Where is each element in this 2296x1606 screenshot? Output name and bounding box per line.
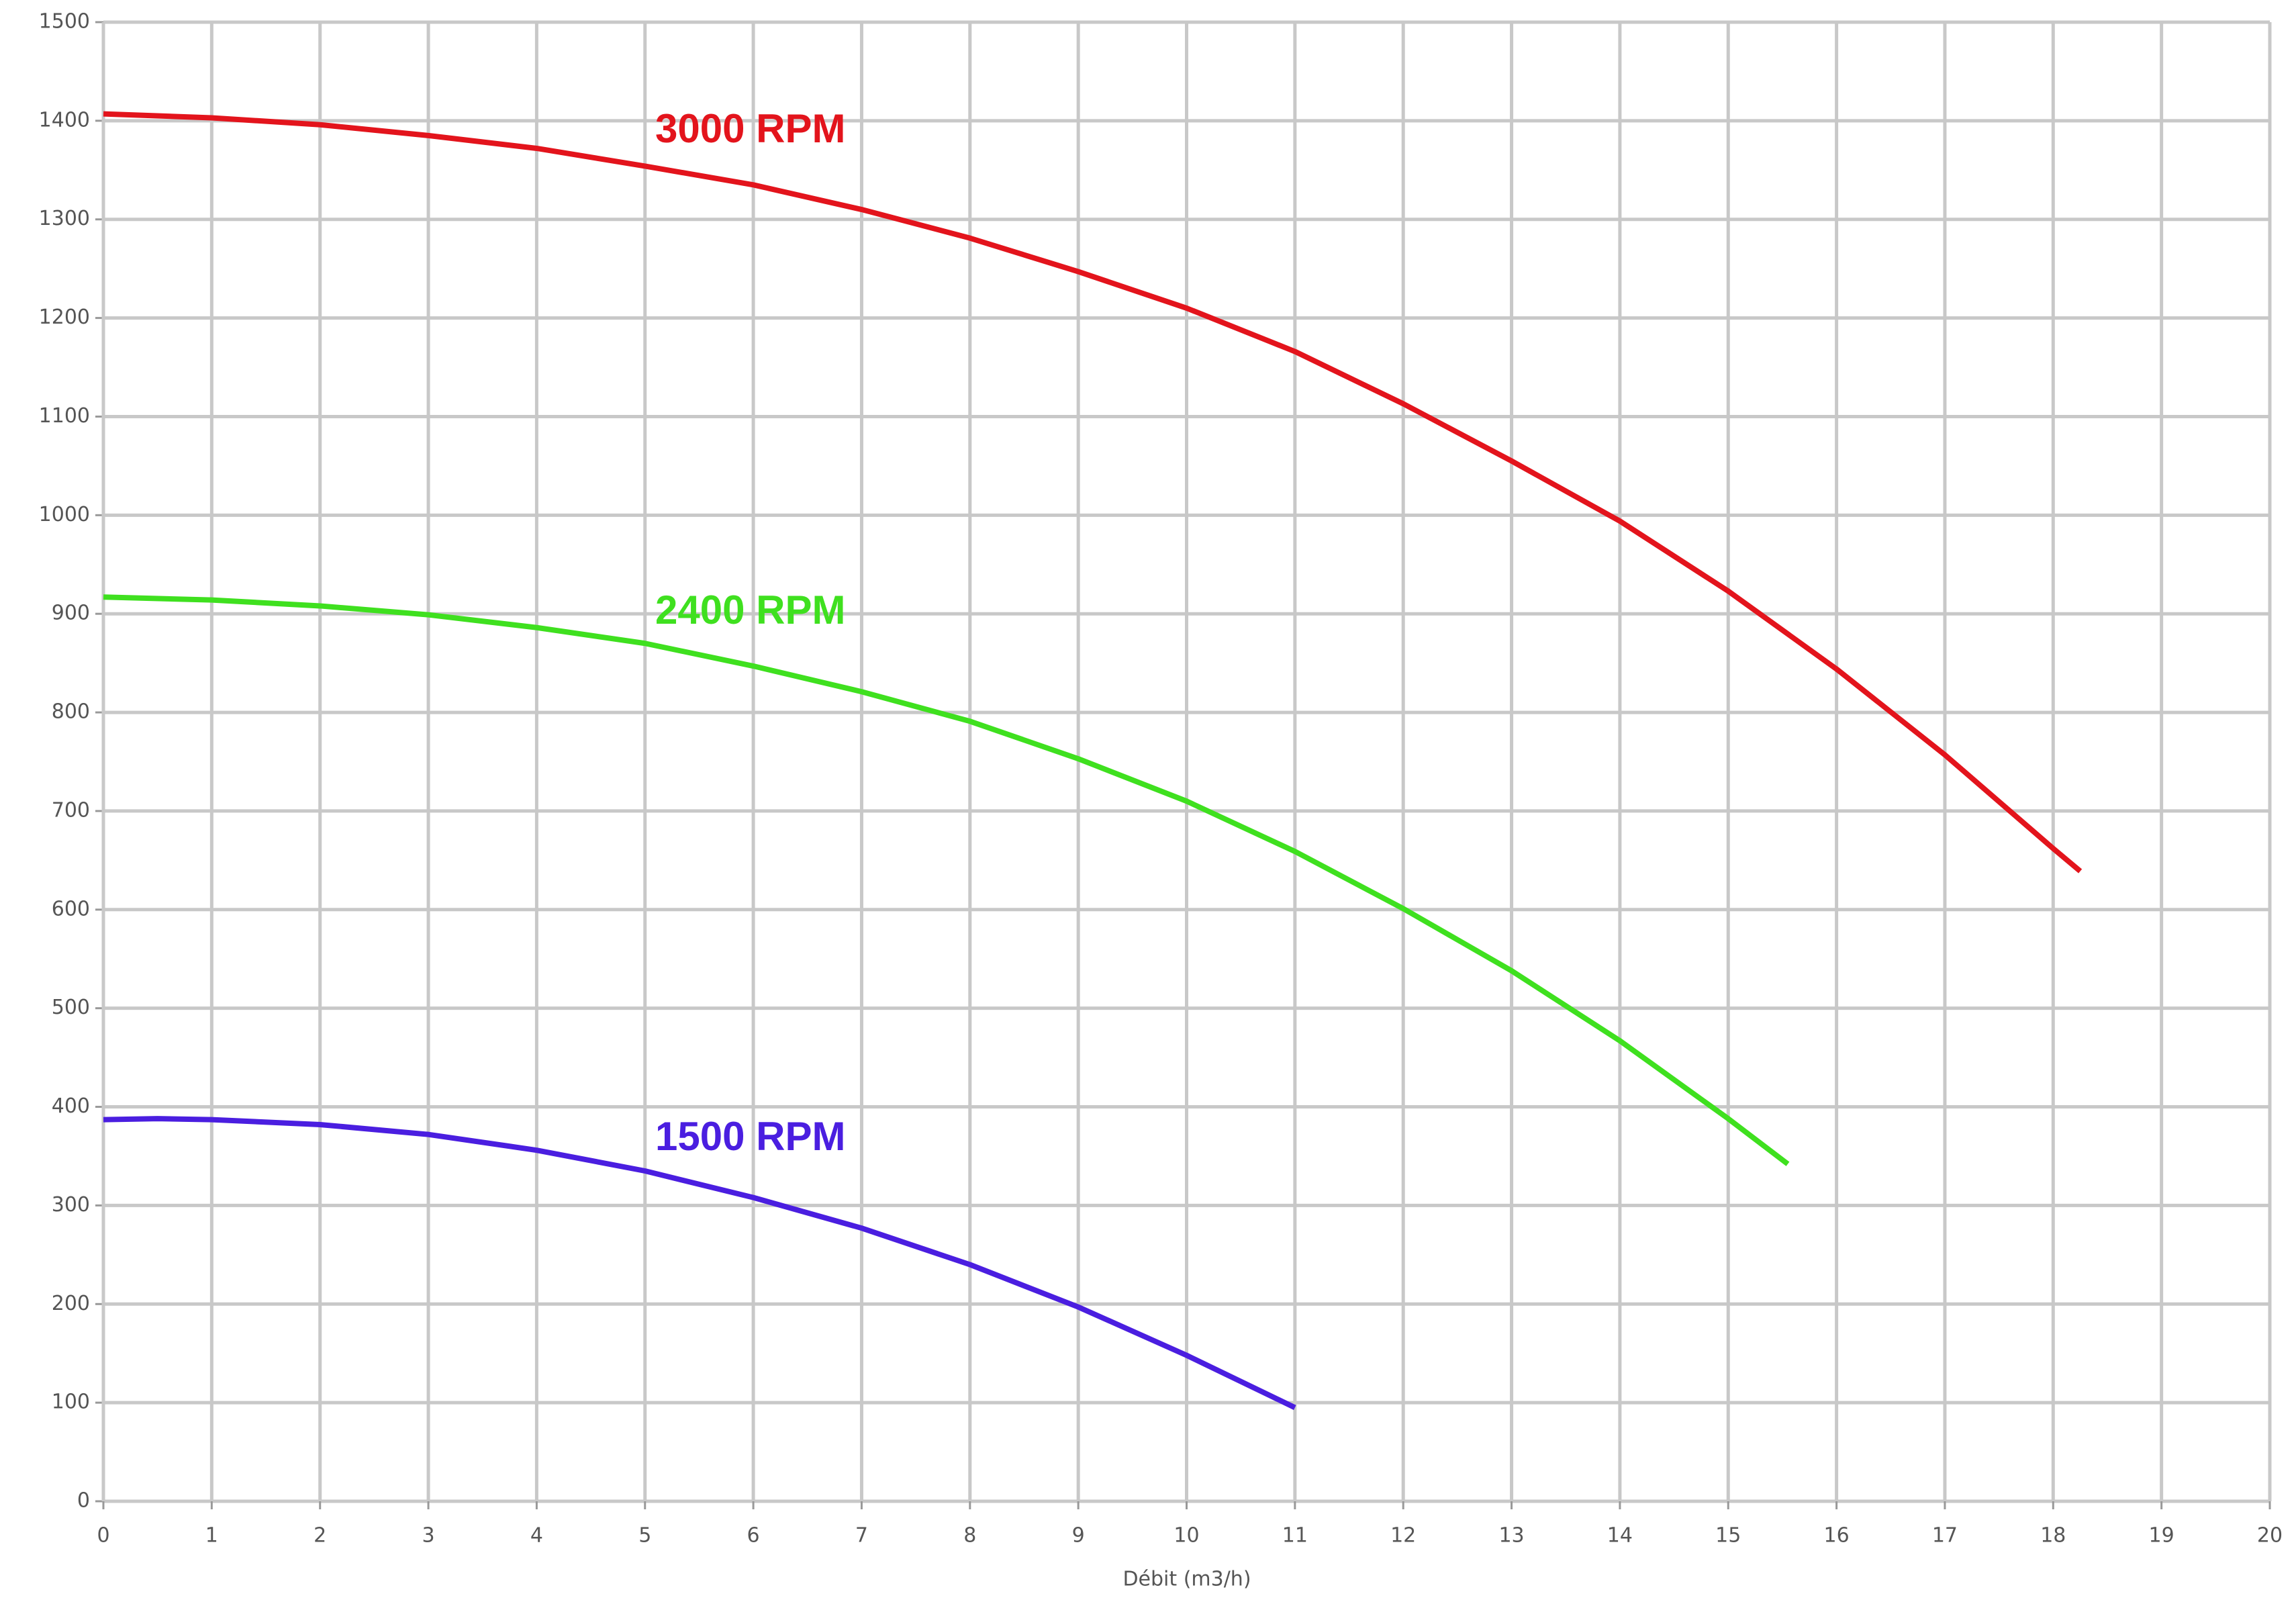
y-tick-label: 300	[52, 1193, 90, 1217]
x-tick-label: 20	[2257, 1524, 2283, 1548]
x-tick-label: 13	[1498, 1524, 1524, 1548]
y-tick-label: 400	[52, 1094, 90, 1118]
y-tick-label: 600	[52, 897, 90, 920]
y-tick-label: 1200	[39, 305, 90, 329]
x-tick-label: 5	[638, 1524, 651, 1548]
series-label: 2400 RPM	[655, 587, 845, 632]
x-tick-label: 0	[97, 1524, 109, 1548]
x-tick-label: 14	[1607, 1524, 1633, 1548]
y-tick-label: 1100	[39, 404, 90, 428]
x-tick-label: 9	[1072, 1524, 1085, 1548]
series-label: 1500 RPM	[655, 1114, 845, 1159]
curve	[103, 111, 2083, 873]
x-tick-label: 16	[1824, 1524, 1850, 1548]
x-tick-label: 17	[1932, 1524, 1958, 1548]
y-tick-label: 200	[52, 1292, 90, 1315]
y-tick-label: 1300	[39, 207, 90, 230]
y-tick-label: 500	[52, 996, 90, 1019]
series-label: 3000 RPM	[655, 106, 845, 151]
curve	[103, 1116, 1296, 1411]
x-tick-label: 11	[1282, 1524, 1308, 1548]
y-tick-label: 1400	[39, 108, 90, 132]
y-tick-label: 700	[52, 798, 90, 822]
x-tick-label: 3	[422, 1524, 435, 1548]
y-tick-label: 1000	[39, 503, 90, 526]
y-tick-label: 1500	[39, 10, 90, 34]
x-tick-label: 2	[314, 1524, 326, 1548]
x-tick-label: 18	[2040, 1524, 2066, 1548]
y-tick-label: 900	[52, 602, 90, 625]
y-tick-label: 100	[52, 1390, 90, 1414]
curve	[103, 594, 1790, 1166]
x-tick-label: 8	[963, 1524, 976, 1548]
y-tick-label: 800	[52, 700, 90, 724]
x-tick-label: 15	[1715, 1524, 1741, 1548]
y-tick-label: 0	[77, 1489, 90, 1513]
x-tick-label: 10	[1174, 1524, 1199, 1548]
x-tick-label: 19	[2149, 1524, 2174, 1548]
x-tick-label: 12	[1390, 1524, 1416, 1548]
x-tick-label: 4	[530, 1524, 543, 1548]
x-tick-label: 6	[747, 1524, 760, 1548]
x-axis-title: Débit (m3/h)	[1122, 1568, 1251, 1591]
x-tick-label: 1	[205, 1524, 218, 1548]
x-tick-label: 7	[855, 1524, 868, 1548]
